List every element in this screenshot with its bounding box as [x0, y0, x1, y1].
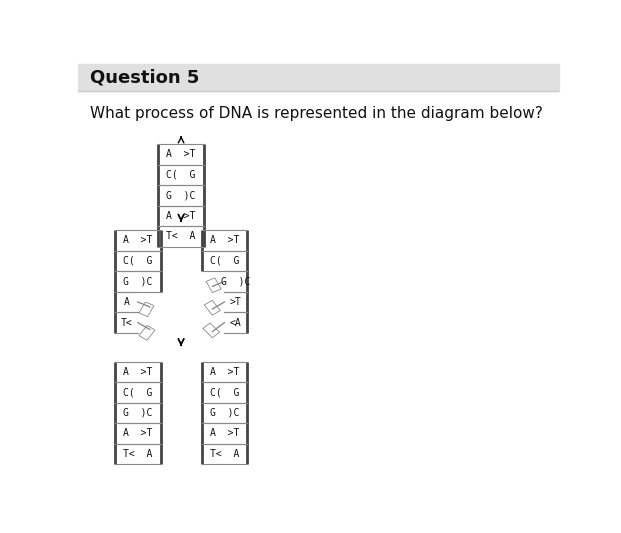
Bar [139, 302, 154, 317]
Text: Question 5: Question 5 [89, 69, 199, 86]
Text: C(  G: C( G [123, 387, 153, 397]
Text: <A: <A [230, 318, 242, 327]
Text: G  )C: G )C [221, 277, 250, 286]
Bar [203, 323, 220, 338]
Text: C(  G: C( G [166, 170, 196, 180]
Text: A  >T: A >T [166, 149, 196, 159]
Bar [204, 300, 220, 315]
Text: What process of DNA is represented in the diagram below?: What process of DNA is represented in th… [89, 106, 543, 120]
Text: C(  G: C( G [210, 387, 239, 397]
Text: T<  A: T< A [123, 449, 153, 459]
Text: C(  G: C( G [123, 256, 153, 266]
Text: A  >T: A >T [123, 367, 153, 377]
Text: A  >T: A >T [123, 236, 153, 245]
Bar [78, 64, 559, 91]
Text: A  >T: A >T [123, 429, 153, 438]
Bar [206, 278, 221, 293]
Text: A  >T: A >T [210, 236, 239, 245]
Text: G  )C: G )C [123, 277, 153, 286]
Text: A  >T: A >T [166, 211, 196, 221]
Bar [139, 326, 155, 340]
Text: G  )C: G )C [166, 190, 196, 200]
Text: C(  G: C( G [210, 256, 239, 266]
Text: A  >T: A >T [210, 367, 239, 377]
Text: G  )C: G )C [123, 408, 153, 418]
Text: T<  A: T< A [166, 231, 196, 241]
Text: A: A [124, 297, 129, 307]
Text: A  >T: A >T [210, 429, 239, 438]
Text: T<  A: T< A [210, 449, 239, 459]
Text: G  )C: G )C [210, 408, 239, 418]
Text: T<: T< [120, 318, 132, 327]
Text: >T: >T [230, 297, 242, 307]
